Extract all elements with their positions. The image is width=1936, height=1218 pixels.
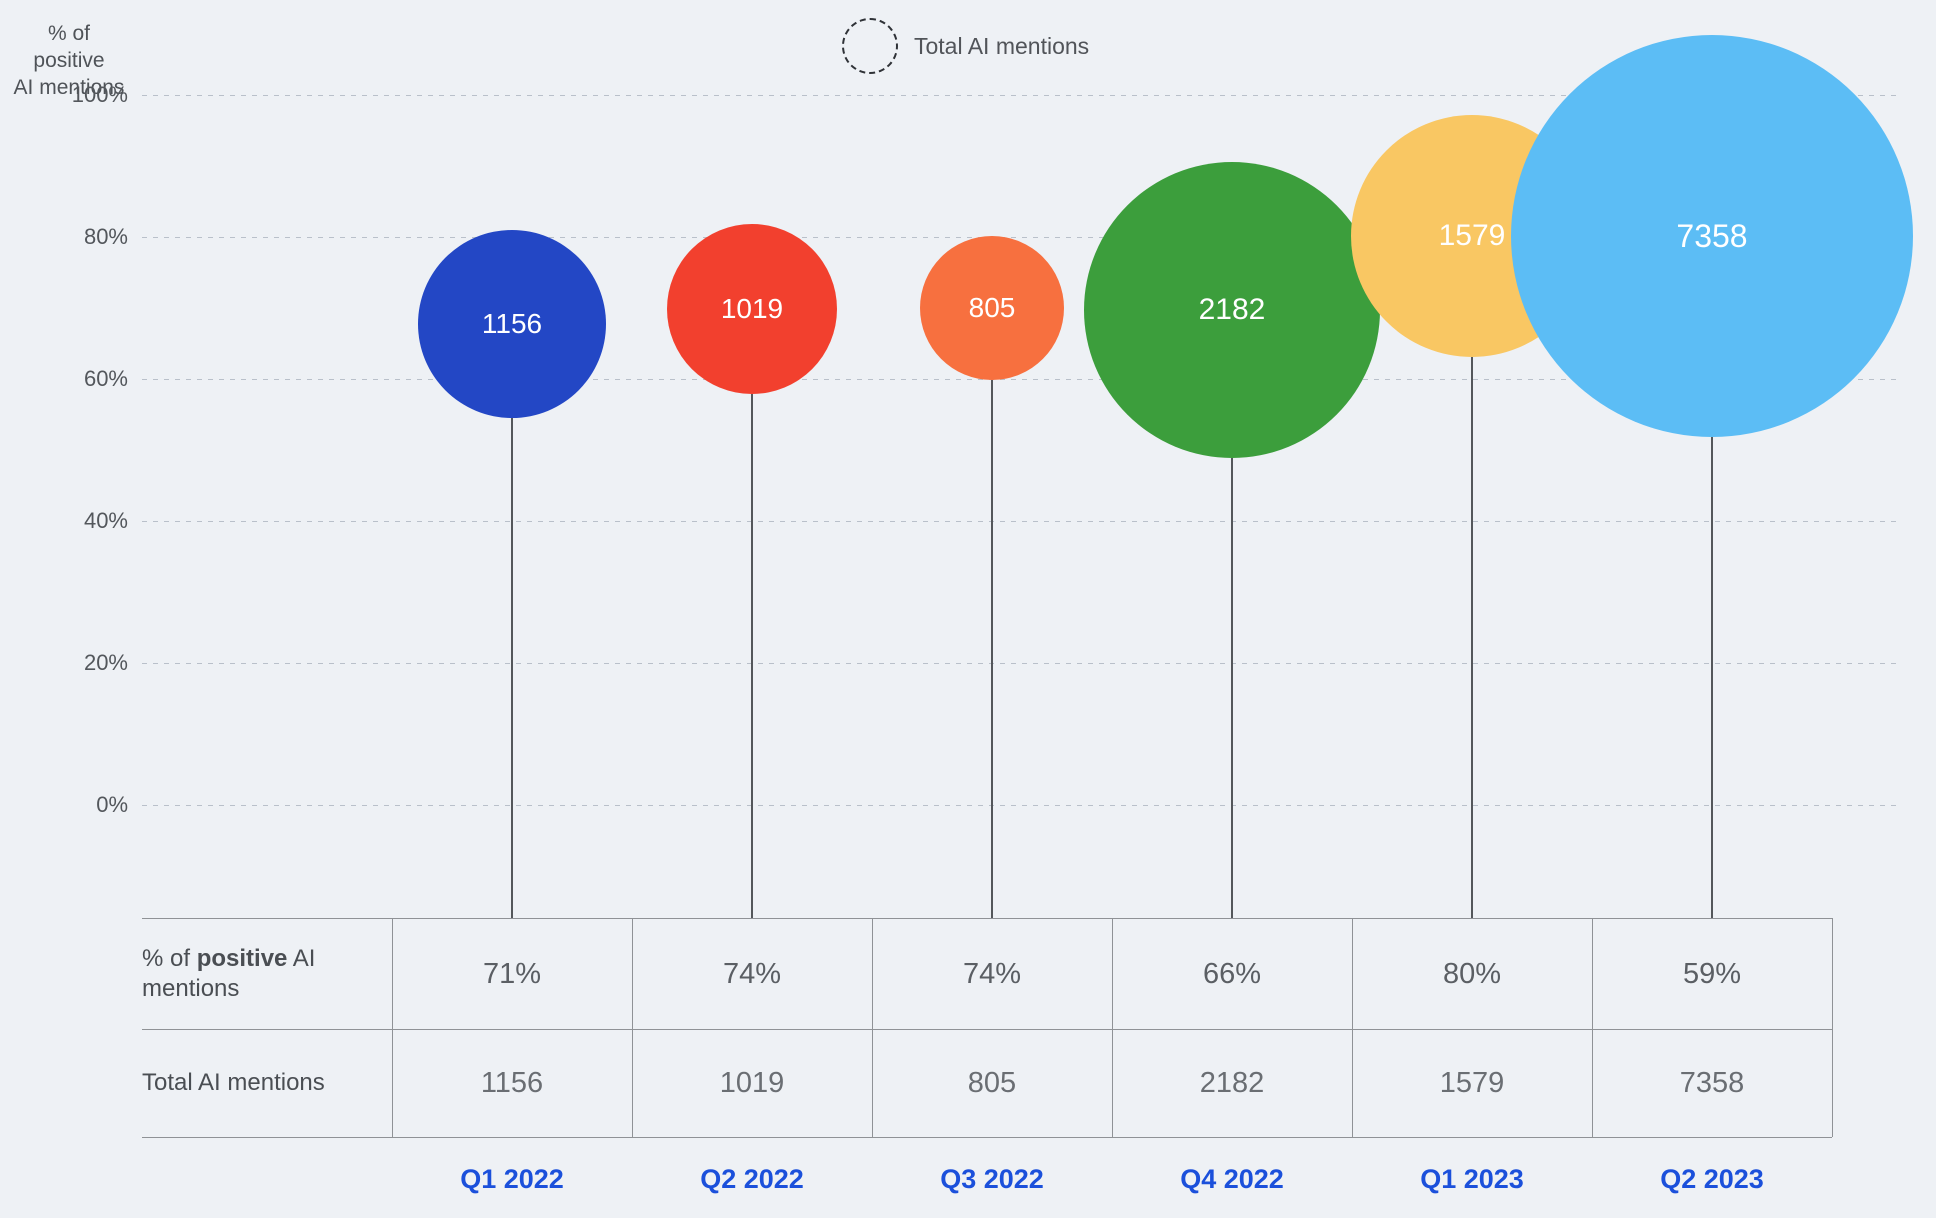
cell-positive-q1-2023: 80% [1442, 957, 1502, 990]
cell-positive-q2-2023: 59% [1682, 957, 1742, 990]
x-axis-label-q4-2022: Q4 2022 [1180, 1164, 1284, 1194]
stem-q1-2022 [511, 418, 513, 918]
y-tick-label: 20% [83, 650, 128, 675]
bubble-q3-2022: 805 [920, 236, 1064, 380]
cell-positive-q4-2022: 66% [1202, 957, 1262, 990]
cell-total-q1-2023: 1579 [1439, 1067, 1505, 1099]
cell-positive-q3-2022: 74% [962, 957, 1022, 990]
x-axis-label-q2-2022: Q2 2022 [700, 1164, 804, 1194]
table-horizontal-border-0 [142, 918, 1832, 919]
cell-total-q3-2022: 805 [967, 1067, 1017, 1099]
cell-positive-q1-2022: 71% [482, 957, 542, 990]
x-axis-label-q1-2022: Q1 2022 [460, 1164, 564, 1194]
x-axis-label-q3-2022: Q3 2022 [940, 1164, 1044, 1194]
table-vertical-border-5 [1592, 918, 1593, 1137]
y-tick-label: 80% [83, 224, 128, 249]
cell-total-q2-2022: 1019 [719, 1067, 785, 1099]
row1-label-bold: positive [196, 945, 288, 972]
table-row-label-positive: % of positive AI mentions [142, 944, 378, 1004]
table-horizontal-border-1 [142, 1029, 1832, 1030]
row2-label: Total AI mentions [142, 1069, 325, 1096]
bubble-q2-2022: 1019 [667, 224, 837, 394]
legend-label: Total AI mentions [914, 32, 1090, 59]
bubble-value-label: 2182 [1198, 293, 1266, 326]
stem-q3-2022 [991, 380, 993, 918]
bubble-value-label: 805 [968, 292, 1016, 323]
bubble-value-label: 1579 [1438, 219, 1506, 252]
table-vertical-border-3 [1112, 918, 1113, 1137]
cell-total-q4-2022: 2182 [1199, 1067, 1265, 1099]
bubble-value-label: 1019 [720, 293, 784, 324]
x-axis-label-q1-2023: Q1 2023 [1420, 1164, 1524, 1194]
stem-q2-2022 [751, 394, 753, 918]
gridline-80% [142, 236, 1900, 238]
row1-label-pre: % of [142, 945, 197, 972]
y-tick-label: 60% [83, 366, 128, 391]
cell-total-q2-2023: 7358 [1679, 1067, 1745, 1099]
row1-label-post: AI mentions [142, 945, 316, 1002]
x-axis-label-q2-2023: Q2 2023 [1660, 1164, 1764, 1194]
bubble-q2-2023: 7358 [1511, 35, 1913, 437]
table-vertical-border-2 [872, 918, 873, 1137]
y-axis-title-line1: % of positive [33, 22, 105, 72]
y-axis-title: % of positive AI mentions [10, 20, 128, 101]
y-tick-label: 100% [71, 82, 128, 107]
table-row-label-total: Total AI mentions [142, 1068, 378, 1098]
y-tick-label: 0% [96, 792, 128, 817]
gridline-100% [142, 94, 1900, 96]
cell-total-q1-2022: 1156 [480, 1067, 544, 1099]
bubble-value-label: 7358 [1676, 217, 1748, 254]
y-axis-title-line2: AI mentions [13, 76, 125, 99]
stem-q4-2022 [1231, 458, 1233, 918]
stem-q2-2023 [1711, 437, 1713, 918]
stem-q1-2023 [1471, 357, 1473, 918]
dashed-circle-icon [842, 18, 898, 74]
cell-positive-q2-2022: 74% [722, 957, 782, 990]
bubble-q1-2022: 1156 [418, 230, 606, 418]
y-tick-label: 40% [83, 508, 128, 533]
bubble-value-label: 1156 [481, 308, 543, 339]
table-vertical-border-4 [1352, 918, 1353, 1137]
gridline-40% [142, 520, 1900, 522]
gridline-60% [142, 378, 1900, 380]
table-vertical-border-6 [1832, 918, 1833, 1137]
table-vertical-border-0 [392, 918, 393, 1137]
legend: Total AI mentions [842, 18, 1089, 74]
bubble-q4-2022: 2182 [1084, 162, 1380, 458]
gridline-20% [142, 662, 1900, 664]
table-horizontal-border-2 [142, 1137, 1832, 1138]
gridline-0% [142, 804, 1900, 806]
table-vertical-border-1 [632, 918, 633, 1137]
